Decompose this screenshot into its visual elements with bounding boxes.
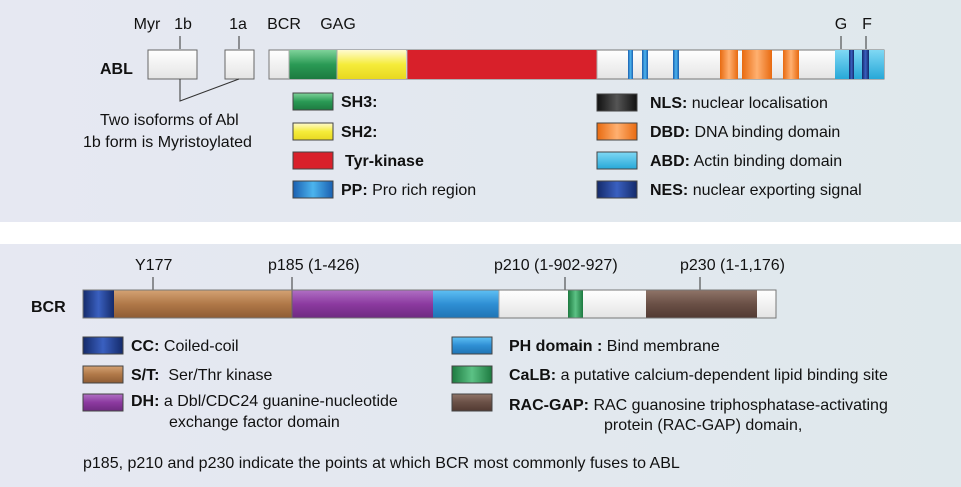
dbd-domain-1 xyxy=(720,50,738,79)
cc-domain xyxy=(83,290,114,318)
calb-domain xyxy=(568,290,583,318)
legend-item-st: S/T: Ser/Thr kinase xyxy=(131,367,273,384)
legend-item-racgap-cont: protein (RAC-GAP) domain, xyxy=(604,417,803,434)
pp-region-1 xyxy=(628,50,633,79)
f-label: F xyxy=(862,16,872,33)
abl-legend-swatches xyxy=(292,92,638,199)
abl-diagram: Myr 1b 1a BCR GAG G F ABL xyxy=(100,16,885,199)
exon-1b-box xyxy=(147,49,198,80)
myr-label: Myr xyxy=(134,16,161,33)
legend-swatch-abd xyxy=(596,151,638,170)
gag-label: GAG xyxy=(320,16,356,33)
legend-item-sh2: SH2: xyxy=(341,124,378,141)
nes-1 xyxy=(849,50,854,79)
pp-region-2 xyxy=(642,50,648,79)
bcr-protein-bar xyxy=(82,289,777,319)
abl-protein-bar xyxy=(268,49,885,80)
abl-panel: Myr 1b 1a BCR GAG G F ABL xyxy=(0,0,961,222)
bcr-panel: Y177 p185 (1-426) p210 (1-902-927) p230 … xyxy=(0,244,961,487)
legend-item-pp: PP: Pro rich region xyxy=(341,182,477,199)
dbd-domain-2 xyxy=(742,50,772,79)
legend-item-nls: NLS: nuclear localisation xyxy=(650,95,828,112)
isoform-note-line1: Two isoforms of Abl xyxy=(100,112,239,129)
legend-item-sh3: SH3: xyxy=(341,94,378,111)
fusion-footnote: p185, p210 and p230 indicate the points … xyxy=(83,455,680,472)
p230-label: p230 (1-1,176) xyxy=(680,257,785,274)
exon-1a-label: 1a xyxy=(229,16,247,33)
legend-swatch-tyr-kinase xyxy=(292,151,334,170)
legend-swatch-nes xyxy=(596,180,638,199)
ph-domain xyxy=(433,290,499,318)
exon-1b-label: 1b xyxy=(174,16,192,33)
nes-2 xyxy=(862,50,869,79)
sh2-domain xyxy=(337,50,406,79)
legend-swatch-dh xyxy=(82,393,124,412)
st-domain xyxy=(114,290,292,318)
abd-domain xyxy=(835,50,884,79)
legend-item-racgap: RAC-GAP: RAC guanosine triphosphatase-ac… xyxy=(509,397,888,414)
legend-item-abd: ABD: Actin binding domain xyxy=(650,153,843,170)
isoform-note-line2: 1b form is Myristoylated xyxy=(83,134,252,151)
bcr-marker-label: BCR xyxy=(267,16,301,33)
bcr-name: BCR xyxy=(31,299,66,316)
legend-swatch-calb xyxy=(451,365,493,384)
tyr-kinase-domain xyxy=(407,50,597,79)
dbd-domain-3 xyxy=(783,50,799,79)
legend-swatch-racgap xyxy=(451,393,493,412)
y177-label: Y177 xyxy=(135,257,172,274)
legend-item-ph: PH domain : Bind membrane xyxy=(509,338,720,355)
exon-1a-box xyxy=(224,49,255,80)
legend-item-calb: CaLB: a putative calcium-dependent lipid… xyxy=(509,367,888,384)
abl-name: ABL xyxy=(100,61,133,78)
legend-swatch-sh2 xyxy=(292,122,334,141)
legend-item-dbd: DBD: DNA binding domain xyxy=(650,124,841,141)
legend-swatch-pp xyxy=(292,180,334,199)
racgap-domain xyxy=(646,290,757,318)
legend-swatch-ph xyxy=(451,336,493,355)
legend-item-dh-cont: exchange factor domain xyxy=(169,414,340,431)
legend-item-nes: NES: nuclear exporting signal xyxy=(650,182,862,199)
isoform-connector xyxy=(179,78,240,102)
legend-item-dh: DH: a Dbl/CDC24 guanine-nucleotide xyxy=(131,393,398,410)
legend-swatch-sh3 xyxy=(292,92,334,111)
g-label: G xyxy=(835,16,847,33)
legend-item-cc: CC: Coiled-coil xyxy=(131,338,239,355)
p210-label: p210 (1-902-927) xyxy=(494,257,618,274)
legend-swatch-cc xyxy=(82,336,124,355)
bcr-diagram: Y177 p185 (1-426) p210 (1-902-927) p230 … xyxy=(31,257,785,412)
legend-swatch-dbd xyxy=(596,122,638,141)
legend-swatch-nls xyxy=(596,93,638,112)
bcr-legend-swatches xyxy=(82,336,493,412)
pp-region-3 xyxy=(673,50,679,79)
legend-swatch-st xyxy=(82,365,124,384)
dh-domain xyxy=(292,290,433,318)
legend-item-tyr-kinase: Tyr-kinase xyxy=(345,153,424,170)
p185-label: p185 (1-426) xyxy=(268,257,360,274)
sh3-domain xyxy=(289,50,337,79)
